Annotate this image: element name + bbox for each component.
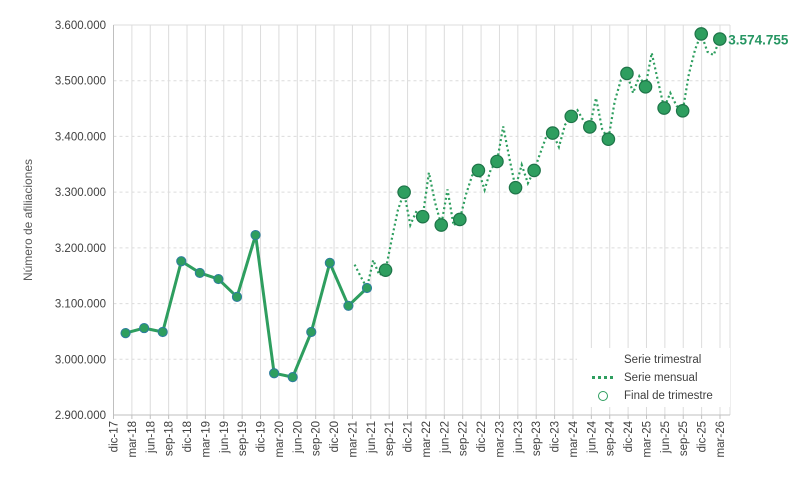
final-de-trimestre-marker <box>453 212 467 227</box>
legend-label: Serie mensual <box>624 371 698 384</box>
x-tick-label: dic-19 <box>256 421 268 452</box>
quarterly-series-marker <box>213 273 224 285</box>
final-de-trimestre-marker <box>657 101 671 115</box>
x-tick-label: mar-18 <box>127 421 139 457</box>
x-tick-label: dic-18 <box>182 421 194 452</box>
final-de-trimestre-marker <box>713 32 727 46</box>
series-lines <box>125 30 721 379</box>
data-label-final: 3.574.755 <box>728 33 789 48</box>
x-tick-label: dic-21 <box>403 421 415 452</box>
x-tick-label: sep-20 <box>311 421 323 456</box>
x-tick-label: dic-17 <box>109 421 121 452</box>
legend-item-final-de-trimestre: Final de trimestre <box>591 388 730 403</box>
x-tick-label: dic-20 <box>329 421 341 452</box>
quarterly-series-marker <box>139 322 150 334</box>
x-tick-label: jun-20 <box>292 421 304 454</box>
quarterly-series-marker <box>176 256 187 267</box>
x-tick-label: jun-24 <box>586 420 598 454</box>
y-tick-label: 3.100.000 <box>55 299 106 311</box>
legend-label: Final de trimestre <box>624 389 713 402</box>
x-tick-label: sep-24 <box>605 420 617 456</box>
quarterly-series-marker <box>157 326 168 338</box>
gridlines <box>113 24 731 415</box>
quarterly-series-marker <box>250 229 261 241</box>
y-tick-label: 3.500.000 <box>55 76 106 88</box>
final-de-trimestre-marker <box>397 185 411 199</box>
final-de-trimestre-marker <box>675 104 690 118</box>
legend: Serie trimestral Serie mensual Final de … <box>577 348 730 407</box>
y-tick-label: 2.900.000 <box>55 410 106 422</box>
quarterly-series-marker <box>269 368 280 379</box>
x-tick-label: jun-25 <box>660 421 672 454</box>
dotted-line-swatch-icon <box>591 376 615 379</box>
x-tick-label: jun-18 <box>145 421 157 454</box>
y-axis-title: Número de afiliaciones <box>21 159 35 281</box>
final-de-trimestre-marker <box>638 80 653 94</box>
x-tick-label: sep-25 <box>678 421 690 456</box>
y-axis-tick-labels: 2.900.000 3.000.000 3.100.000 3.200.000 3.30… <box>55 20 106 422</box>
y-tick-label: 3.300.000 <box>55 187 106 199</box>
final-de-trimestre-marker <box>471 163 486 178</box>
final-de-trimestre-marker <box>583 120 597 134</box>
x-tick-label: mar-21 <box>347 421 359 457</box>
serie-trimestral-line <box>125 233 369 379</box>
x-tick-label: jun-21 <box>366 421 378 454</box>
quarterly-series-marker <box>231 291 243 302</box>
x-tick-label: sep-23 <box>531 421 543 456</box>
x-tick-label: mar-25 <box>641 421 653 457</box>
x-tick-label: mar-20 <box>274 421 286 457</box>
x-tick-label: dic-23 <box>550 421 562 452</box>
x-tick-label: mar-22 <box>421 421 433 457</box>
y-tick-label: 3.400.000 <box>55 131 106 143</box>
final-de-trimestre-marker <box>564 109 579 124</box>
y-tick-label: 3.000.000 <box>55 354 106 366</box>
x-tick-label: jun-23 <box>513 421 525 454</box>
final-de-trimestre-marker <box>545 126 560 140</box>
final-de-trimestre-marker <box>527 163 541 178</box>
final-de-trimestre-marker <box>694 27 709 41</box>
quarterly-series-marker <box>287 372 298 383</box>
final-de-trimestre-marker <box>378 263 393 277</box>
quarterly-series-marker <box>343 300 354 311</box>
final-de-trimestre-marker <box>508 180 523 195</box>
series-markers: 3.574.755 <box>120 27 789 383</box>
quarterly-series-marker <box>194 267 205 279</box>
final-de-trimestre-marker <box>490 154 504 169</box>
quarterly-series-marker <box>306 326 317 338</box>
y-tick-label: 3.200.000 <box>55 243 106 255</box>
x-tick-label: mar-24 <box>568 420 580 457</box>
x-tick-label: dic-25 <box>697 421 709 452</box>
legend-item-serie-trimestral: Serie trimestral <box>591 352 730 367</box>
legend-item-serie-mensual: Serie mensual <box>591 370 730 385</box>
quarterly-series-marker <box>324 257 335 268</box>
quarterly-series-marker <box>361 282 373 294</box>
axes <box>113 25 730 419</box>
final-de-trimestre-marker <box>601 132 616 147</box>
final-de-trimestre-marker <box>620 66 634 81</box>
x-tick-label: mar-23 <box>494 421 506 457</box>
quarterly-series-marker <box>120 328 131 339</box>
legend-label: Serie trimestral <box>624 353 702 366</box>
x-axis-tick-labels: dic-17 mar-18 jun-18 sep-18 dic-18 mar-19 jun-… <box>109 420 728 457</box>
final-de-trimestre-marker <box>434 218 449 232</box>
x-tick-label: sep-22 <box>458 421 470 456</box>
x-tick-label: mar-19 <box>200 421 212 457</box>
x-tick-label: dic-22 <box>476 421 488 452</box>
y-tick-label: 3.600.000 <box>55 20 106 32</box>
x-tick-label: sep-18 <box>164 421 176 456</box>
x-tick-label: jun-22 <box>439 421 451 454</box>
solid-line-swatch-icon <box>591 358 615 361</box>
x-tick-label: dic-24 <box>623 420 635 452</box>
x-tick-label: sep-19 <box>237 421 249 456</box>
x-tick-label: sep-21 <box>384 421 396 456</box>
final-de-trimestre-marker <box>415 209 430 224</box>
x-tick-label: jun-19 <box>219 421 231 454</box>
x-tick-label: mar-26 <box>715 421 727 457</box>
open-circle-swatch-icon <box>591 390 615 401</box>
